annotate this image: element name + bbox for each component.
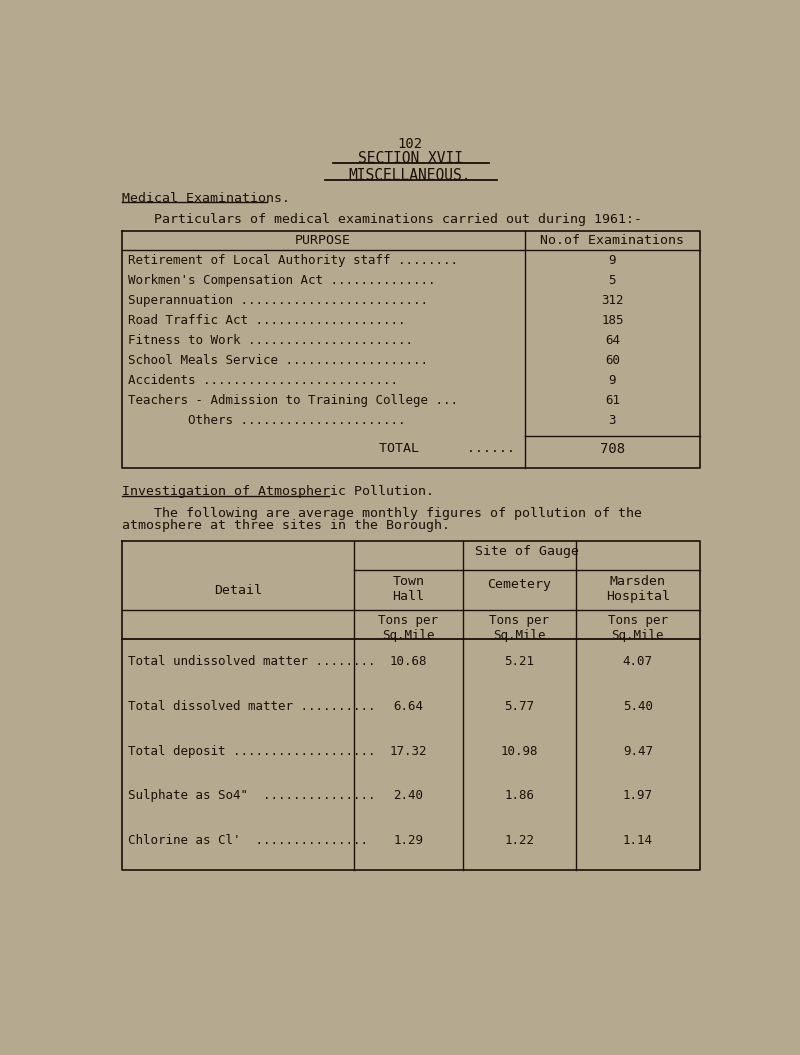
Text: Superannuation .........................: Superannuation ......................... [128,293,428,307]
Text: Medical Examinations.: Medical Examinations. [122,192,290,205]
Text: 5.21: 5.21 [504,655,534,668]
Text: 10.98: 10.98 [501,745,538,757]
Text: 17.32: 17.32 [390,745,427,757]
Text: Investigation of Atmospheric Pollution.: Investigation of Atmospheric Pollution. [122,485,434,498]
Text: Tons per
Sq.Mile: Tons per Sq.Mile [490,614,550,642]
Text: 1.14: 1.14 [623,833,653,847]
Text: Tons per
Sq.Mile: Tons per Sq.Mile [608,614,668,642]
Text: 64: 64 [605,333,620,347]
Text: Detail: Detail [214,583,262,597]
Text: SECTION XVII: SECTION XVII [358,151,462,167]
Text: 61: 61 [605,394,620,407]
Text: Retirement of Local Authority staff ........: Retirement of Local Authority staff ....… [128,253,458,267]
Text: 10.68: 10.68 [390,655,427,668]
Text: The following are average monthly figures of pollution of the: The following are average monthly figure… [154,507,642,520]
Text: Tons per
Sq.Mile: Tons per Sq.Mile [378,614,438,642]
Text: School Meals Service ...................: School Meals Service ................... [128,353,428,367]
Text: 9.47: 9.47 [623,745,653,757]
Text: 5.40: 5.40 [623,699,653,713]
Text: Workmen's Compensation Act ..............: Workmen's Compensation Act .............… [128,273,435,287]
Text: TOTAL      ......: TOTAL ...... [379,442,515,456]
Text: 4.07: 4.07 [623,655,653,668]
Text: Accidents ..........................: Accidents .......................... [128,373,398,387]
Text: Town
Hall: Town Hall [393,575,425,602]
Text: 1.86: 1.86 [504,789,534,802]
Text: 5.77: 5.77 [504,699,534,713]
Text: 5: 5 [609,273,616,287]
Text: Cemetery: Cemetery [487,578,551,591]
Text: 9: 9 [609,253,616,267]
Text: 3: 3 [609,414,616,427]
Text: 2.40: 2.40 [394,789,423,802]
Text: Fitness to Work ......................: Fitness to Work ...................... [128,333,413,347]
Text: 185: 185 [601,313,623,327]
Text: Site of Gauge: Site of Gauge [475,544,579,558]
Text: 708: 708 [600,442,625,457]
Text: 1.29: 1.29 [394,833,423,847]
Text: 6.64: 6.64 [394,699,423,713]
Text: Particulars of medical examinations carried out during 1961:-: Particulars of medical examinations carr… [154,213,642,226]
Text: 312: 312 [601,293,623,307]
Text: Road Traffic Act ....................: Road Traffic Act .................... [128,313,406,327]
Text: Marsden
Hospital: Marsden Hospital [606,575,670,602]
Text: PURPOSE: PURPOSE [295,233,351,247]
Text: 1.22: 1.22 [504,833,534,847]
Text: Chlorine as Cl'  ...............: Chlorine as Cl' ............... [128,833,368,847]
Text: 60: 60 [605,353,620,367]
Text: No.of Examinations: No.of Examinations [540,233,684,247]
Text: Teachers - Admission to Training College ...: Teachers - Admission to Training College… [128,394,458,407]
Text: Total undissolved matter ........: Total undissolved matter ........ [128,655,375,668]
Text: 102: 102 [398,137,422,151]
Text: atmosphere at three sites in the Borough.: atmosphere at three sites in the Borough… [122,519,450,533]
Text: 1.97: 1.97 [623,789,653,802]
Text: Sulphate as So4"  ...............: Sulphate as So4" ............... [128,789,375,802]
Text: Total deposit ...................: Total deposit ................... [128,745,375,757]
Text: Others ......................: Others ...................... [128,414,406,427]
Text: Total dissolved matter ..........: Total dissolved matter .......... [128,699,375,713]
Text: MISCELLANEOUS.: MISCELLANEOUS. [349,168,471,184]
Text: 9: 9 [609,373,616,387]
